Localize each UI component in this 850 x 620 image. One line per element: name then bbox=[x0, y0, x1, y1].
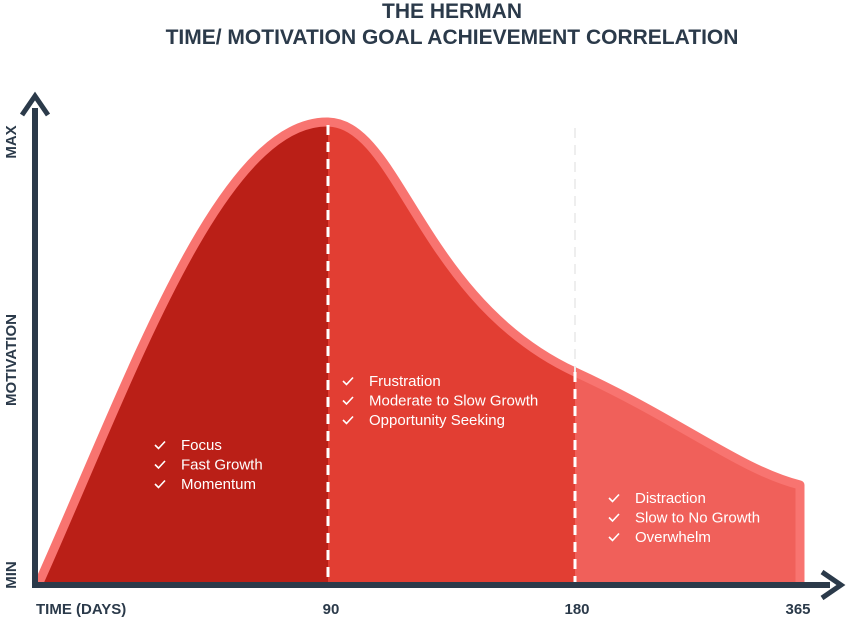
checkmark bbox=[342, 376, 354, 386]
phase-items: Focus Fast Growth Momentum Frustration Moder… bbox=[154, 373, 760, 546]
checkmark bbox=[154, 440, 166, 450]
y-arrow bbox=[19, 91, 51, 117]
x-label: 180 bbox=[564, 601, 589, 618]
curve-area bbox=[33, 117, 805, 587]
phase-area bbox=[575, 372, 800, 585]
phase-item: Distraction bbox=[635, 490, 706, 507]
phase-item: Slow to No Growth bbox=[635, 510, 760, 527]
title-line: TIME/ MOTIVATION GOAL ACHIEVEMENT CORREL… bbox=[166, 26, 739, 49]
phase-area bbox=[328, 122, 575, 585]
phase-item: Overwhelm bbox=[635, 529, 711, 546]
x-label: 365 bbox=[785, 601, 810, 618]
phase-item: Moderate to Slow Growth bbox=[369, 393, 538, 410]
title-line: THE HERMAN bbox=[382, 0, 522, 23]
checkmark bbox=[608, 532, 620, 542]
phase-item: Frustration bbox=[369, 373, 441, 390]
y-title: MOTIVATION bbox=[3, 314, 20, 406]
x-arrow bbox=[820, 569, 846, 601]
y-label: MAX bbox=[3, 125, 20, 158]
checkmark bbox=[608, 493, 620, 503]
checkmark bbox=[154, 460, 166, 470]
curve-outline bbox=[33, 117, 805, 587]
checkmark bbox=[608, 513, 620, 523]
x-label: 90 bbox=[323, 601, 340, 618]
phase-item: Opportunity Seeking bbox=[369, 412, 505, 429]
x-title: TIME (DAYS) bbox=[36, 601, 126, 618]
checkmark bbox=[154, 479, 166, 489]
phase-item: Fast Growth bbox=[181, 457, 263, 474]
checkmark bbox=[342, 396, 354, 406]
checkmark bbox=[342, 415, 354, 425]
phase-area bbox=[35, 121, 328, 585]
phase-item: Focus bbox=[181, 437, 222, 454]
y-label: MIN bbox=[3, 561, 20, 589]
axes bbox=[19, 91, 846, 601]
phase-item: Momentum bbox=[181, 476, 256, 493]
